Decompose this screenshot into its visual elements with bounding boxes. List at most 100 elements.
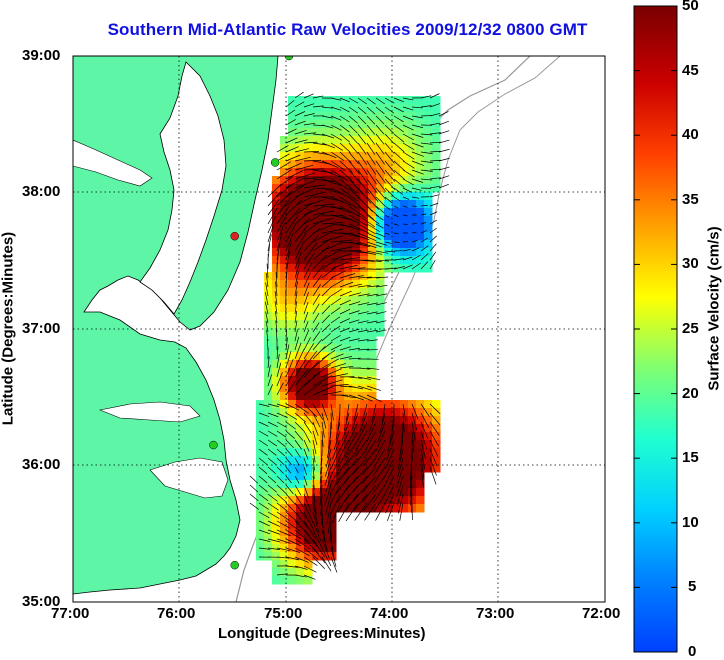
velocity-cell: [272, 520, 281, 529]
velocity-cell: [368, 304, 377, 313]
velocity-cell: [352, 280, 361, 289]
velocity-cell: [256, 456, 265, 465]
velocity-cell: [336, 144, 345, 153]
velocity-cell: [320, 448, 329, 457]
colorbar-tick-label: 0: [688, 643, 696, 660]
velocity-cell: [328, 536, 337, 545]
velocity-cell: [320, 312, 329, 321]
velocity-cell: [424, 208, 433, 217]
velocity-cell: [360, 488, 369, 497]
velocity-cell: [352, 320, 361, 329]
velocity-cell: [360, 120, 369, 129]
velocity-cell: [288, 168, 297, 177]
velocity-cell: [288, 512, 297, 521]
velocity-cell: [296, 424, 305, 433]
velocity-cell: [408, 104, 417, 113]
velocity-cell: [400, 224, 409, 233]
station-marker: [231, 232, 239, 240]
velocity-cell: [368, 96, 377, 105]
x-tick-label: 73:00: [476, 605, 514, 622]
velocity-cell: [416, 240, 425, 249]
velocity-cell: [304, 128, 313, 137]
velocity-cell: [320, 216, 329, 225]
velocity-cell: [416, 488, 425, 497]
velocity-cell: [368, 344, 377, 353]
velocity-cell: [424, 144, 433, 153]
velocity-cell: [296, 96, 305, 105]
station-marker: [271, 158, 279, 166]
velocity-cell: [416, 496, 425, 505]
velocity-cell: [272, 432, 281, 441]
velocity-cell: [320, 248, 329, 257]
velocity-cell: [384, 240, 393, 249]
colorbar-tick-label: 40: [682, 126, 699, 143]
velocity-cell: [272, 392, 281, 401]
velocity-cell: [256, 408, 265, 417]
velocity-cell: [368, 128, 377, 137]
velocity-cell: [392, 120, 401, 129]
velocity-cell: [424, 264, 433, 273]
velocity-cell: [424, 160, 433, 169]
velocity-cell: [280, 576, 289, 585]
velocity-cell: [408, 192, 417, 201]
velocity-cell: [304, 112, 313, 121]
velocity-cell: [264, 272, 273, 281]
velocity-cell: [400, 432, 409, 441]
velocity-cell: [352, 360, 361, 369]
velocity-cell: [344, 320, 353, 329]
velocity-cell: [344, 384, 353, 393]
velocity-cell: [288, 392, 297, 401]
colorbar-tick-label: 35: [682, 191, 699, 208]
velocity-cell: [320, 296, 329, 305]
velocity-cell: [280, 288, 289, 297]
y-tick-label: 37:00: [22, 320, 60, 337]
velocity-cell: [424, 104, 433, 113]
velocity-cell: [392, 248, 401, 257]
velocity-cell: [400, 152, 409, 161]
velocity-cell: [376, 264, 385, 273]
velocity-cell: [432, 104, 441, 113]
velocity-cell: [288, 456, 297, 465]
velocity-cell: [304, 392, 313, 401]
velocity-cell: [376, 120, 385, 129]
velocity-cell: [296, 480, 305, 489]
velocity-cell: [344, 296, 353, 305]
velocity-cell: [304, 232, 313, 241]
velocity-cell: [312, 248, 321, 257]
y-tick-label: 36:00: [22, 456, 60, 473]
velocity-cell: [256, 480, 265, 489]
velocity-cell: [400, 248, 409, 257]
velocity-cell: [304, 408, 313, 417]
velocity-cell: [416, 104, 425, 113]
colorbar-tick-label: 10: [682, 514, 699, 531]
velocity-cell: [432, 448, 441, 457]
velocity-cell: [368, 272, 377, 281]
velocity-cell: [256, 552, 265, 561]
velocity-cell: [312, 232, 321, 241]
velocity-cell: [384, 128, 393, 137]
velocity-cell: [416, 144, 425, 153]
y-tick-label: 35:00: [22, 593, 60, 610]
velocity-cell: [320, 200, 329, 209]
velocity-cell: [392, 448, 401, 457]
velocity-cell: [296, 296, 305, 305]
velocity-cell: [296, 392, 305, 401]
velocity-cell: [280, 280, 289, 289]
velocity-cell: [328, 352, 337, 361]
velocity-cell: [384, 416, 393, 425]
velocity-cell: [320, 232, 329, 241]
velocity-cell: [392, 208, 401, 217]
velocity-cell: [296, 512, 305, 521]
velocity-cell: [296, 288, 305, 297]
velocity-cell: [328, 320, 337, 329]
velocity-cell: [392, 224, 401, 233]
velocity-cell: [408, 216, 417, 225]
velocity-cell: [296, 384, 305, 393]
velocity-cell: [328, 368, 337, 377]
velocity-cell: [280, 480, 289, 489]
velocity-cell: [360, 344, 369, 353]
velocity-cell: [352, 120, 361, 129]
velocity-cell: [296, 304, 305, 313]
velocity-cell: [320, 400, 329, 409]
velocity-cell: [368, 360, 377, 369]
